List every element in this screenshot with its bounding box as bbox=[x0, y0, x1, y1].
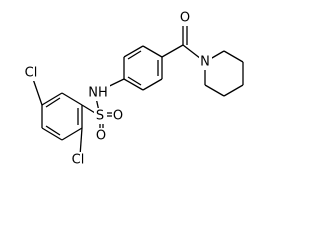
bonds bbox=[31, 20, 244, 157]
atom-label: O bbox=[113, 109, 123, 124]
atom-label: Cl bbox=[72, 153, 85, 168]
atom-label: O bbox=[180, 11, 190, 26]
atom-labels: Cl Cl NH S O O O N bbox=[20, 10, 212, 168]
atom-label: Cl bbox=[25, 66, 38, 81]
atom-label: NH bbox=[88, 86, 108, 101]
molecule-diagram: Cl Cl NH S O O O N bbox=[20, 10, 244, 168]
atom-label: N bbox=[200, 55, 210, 70]
atom-label: O bbox=[96, 129, 106, 144]
atom-label: S bbox=[96, 109, 104, 124]
